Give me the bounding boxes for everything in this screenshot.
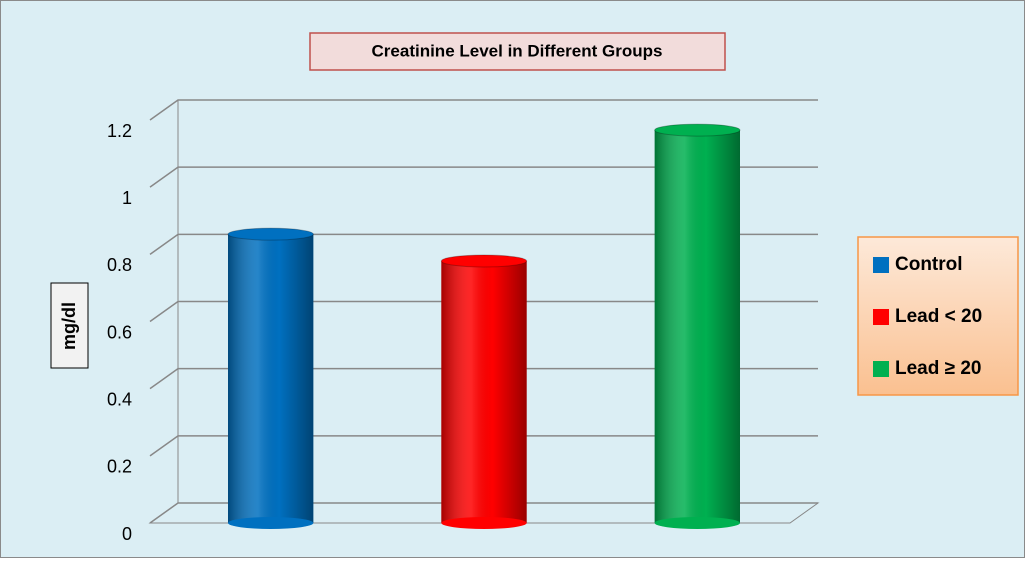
legend-swatch	[873, 361, 889, 377]
chart-title: Creatinine Level in Different Groups	[372, 41, 663, 60]
grid-line	[149, 99, 818, 121]
y-axis-label: mg/dl	[59, 302, 79, 350]
legend-swatch	[873, 257, 889, 273]
bar-shade	[441, 261, 527, 523]
grid-line	[149, 435, 818, 457]
bar-shade	[654, 130, 740, 523]
legend-swatch	[873, 309, 889, 325]
legend-label: Lead < 20	[895, 306, 982, 327]
y-tick-label: 0.4	[107, 389, 132, 409]
y-tick-label: 0	[122, 524, 132, 544]
y-tick-label: 1.2	[107, 121, 132, 141]
y-label-box	[50, 282, 89, 369]
bar-bottom	[441, 517, 527, 529]
grid-line	[149, 367, 818, 390]
bar-top	[440, 254, 528, 268]
legend-label: Control	[895, 254, 963, 275]
y-tick-label: 0.8	[107, 255, 132, 275]
grid-line	[149, 300, 818, 323]
bar-shade	[228, 234, 314, 523]
grid-line	[149, 233, 818, 255]
bar-top	[654, 123, 741, 137]
bar-bottom	[654, 517, 740, 529]
legend-label: Lead ≥ 20	[895, 358, 981, 379]
grid-line	[149, 166, 818, 188]
y-tick-label: 0.6	[107, 322, 132, 342]
y-tick-label: 0.2	[107, 457, 132, 477]
y-tick-label: 1	[122, 188, 132, 208]
title-box	[309, 32, 726, 71]
bar-top	[227, 227, 314, 241]
bar-bottom	[227, 517, 314, 529]
grid-line	[149, 502, 818, 524]
